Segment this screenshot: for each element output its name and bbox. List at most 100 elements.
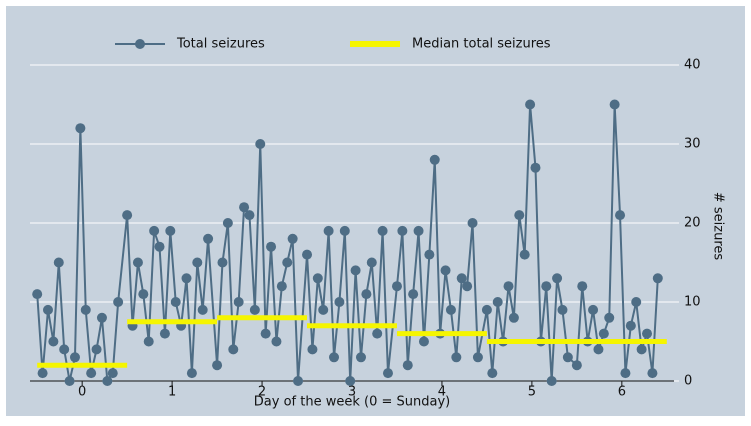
data-point [647, 368, 658, 379]
data-point [329, 352, 340, 363]
data-point [107, 368, 118, 379]
data-point [652, 273, 663, 284]
data-point [557, 304, 568, 315]
data-point [377, 225, 388, 236]
data-point [440, 265, 451, 276]
data-point [42, 304, 53, 315]
data-point [266, 241, 277, 252]
data-point [149, 225, 160, 236]
data-point [391, 281, 402, 292]
data-point [636, 344, 647, 355]
data-point [418, 336, 429, 347]
data-point [546, 376, 557, 386]
data-point [48, 336, 59, 347]
y-tick-label: 30 [684, 137, 701, 152]
data-point [508, 312, 519, 323]
data-point [481, 304, 492, 315]
data-point [541, 281, 552, 292]
data-point [609, 99, 620, 110]
series-line [37, 315, 667, 368]
data-point [159, 328, 170, 339]
data-point [276, 281, 287, 292]
data-point [138, 289, 149, 300]
data-point [318, 304, 329, 315]
x-tick-label: 4 [438, 385, 446, 400]
x-tick-label: 2 [258, 385, 266, 400]
x-axis-label: Day of the week (0 = Sunday) [254, 395, 450, 410]
data-point [212, 360, 223, 371]
data-point [165, 225, 176, 236]
data-point [260, 328, 271, 339]
data-point [514, 210, 525, 221]
data-point [312, 273, 323, 284]
data-point [192, 257, 203, 268]
data-point [132, 257, 143, 268]
data-point [372, 328, 383, 339]
data-point [181, 273, 192, 284]
grid: 0 10 20 30 40 0 1 2 3 4 5 6 [30, 58, 701, 400]
data-point [186, 368, 197, 379]
data-point [75, 123, 86, 134]
data-point [197, 304, 208, 315]
data-point [282, 257, 293, 268]
y-tick-label: 20 [684, 216, 701, 231]
data-point [239, 202, 250, 213]
data-point [302, 249, 313, 260]
data-point [429, 154, 440, 165]
data-point [361, 289, 372, 300]
data-point [217, 257, 228, 268]
data-point [492, 297, 503, 307]
marks [32, 99, 667, 386]
data-point [345, 376, 356, 386]
plot-background [6, 6, 745, 416]
data-point [96, 312, 107, 323]
data-point [525, 99, 536, 110]
data-point [69, 352, 80, 363]
data-point [143, 336, 154, 347]
data-point [472, 352, 483, 363]
data-point [642, 328, 653, 339]
data-point [307, 344, 318, 355]
data-point [203, 233, 214, 244]
legend-label: Total seizures [176, 37, 265, 52]
data-point [631, 297, 642, 307]
data-point [552, 273, 563, 284]
data-point [424, 249, 435, 260]
data-point [625, 320, 636, 331]
data-point [615, 210, 626, 221]
x-tick-label: 0 [78, 385, 86, 400]
data-point [487, 368, 498, 379]
data-point [577, 281, 588, 292]
data-point [519, 249, 530, 260]
data-point [402, 360, 413, 371]
y-axis-label: # seizures [711, 192, 726, 261]
x-tick-label: 6 [618, 385, 626, 400]
y-tick-label: 40 [684, 58, 701, 73]
data-point [287, 233, 298, 244]
data-point [64, 376, 75, 386]
data-point [530, 162, 541, 173]
data-point [339, 225, 350, 236]
data-point [562, 352, 573, 363]
data-point [233, 297, 244, 307]
data-point [604, 312, 615, 323]
data-point [53, 257, 64, 268]
data-point [456, 273, 467, 284]
data-point [462, 281, 473, 292]
data-point [102, 376, 113, 386]
data-point [366, 257, 377, 268]
data-point [593, 344, 604, 355]
data-point [80, 304, 91, 315]
data-point [503, 281, 514, 292]
data-point [91, 344, 102, 355]
data-point [588, 304, 599, 315]
data-point [413, 225, 424, 236]
data-point [271, 336, 282, 347]
data-point [228, 344, 239, 355]
data-point [355, 352, 366, 363]
data-point [598, 328, 609, 339]
data-point [408, 289, 419, 300]
data-point [255, 139, 266, 149]
data-point [113, 297, 124, 307]
data-point [620, 368, 631, 379]
